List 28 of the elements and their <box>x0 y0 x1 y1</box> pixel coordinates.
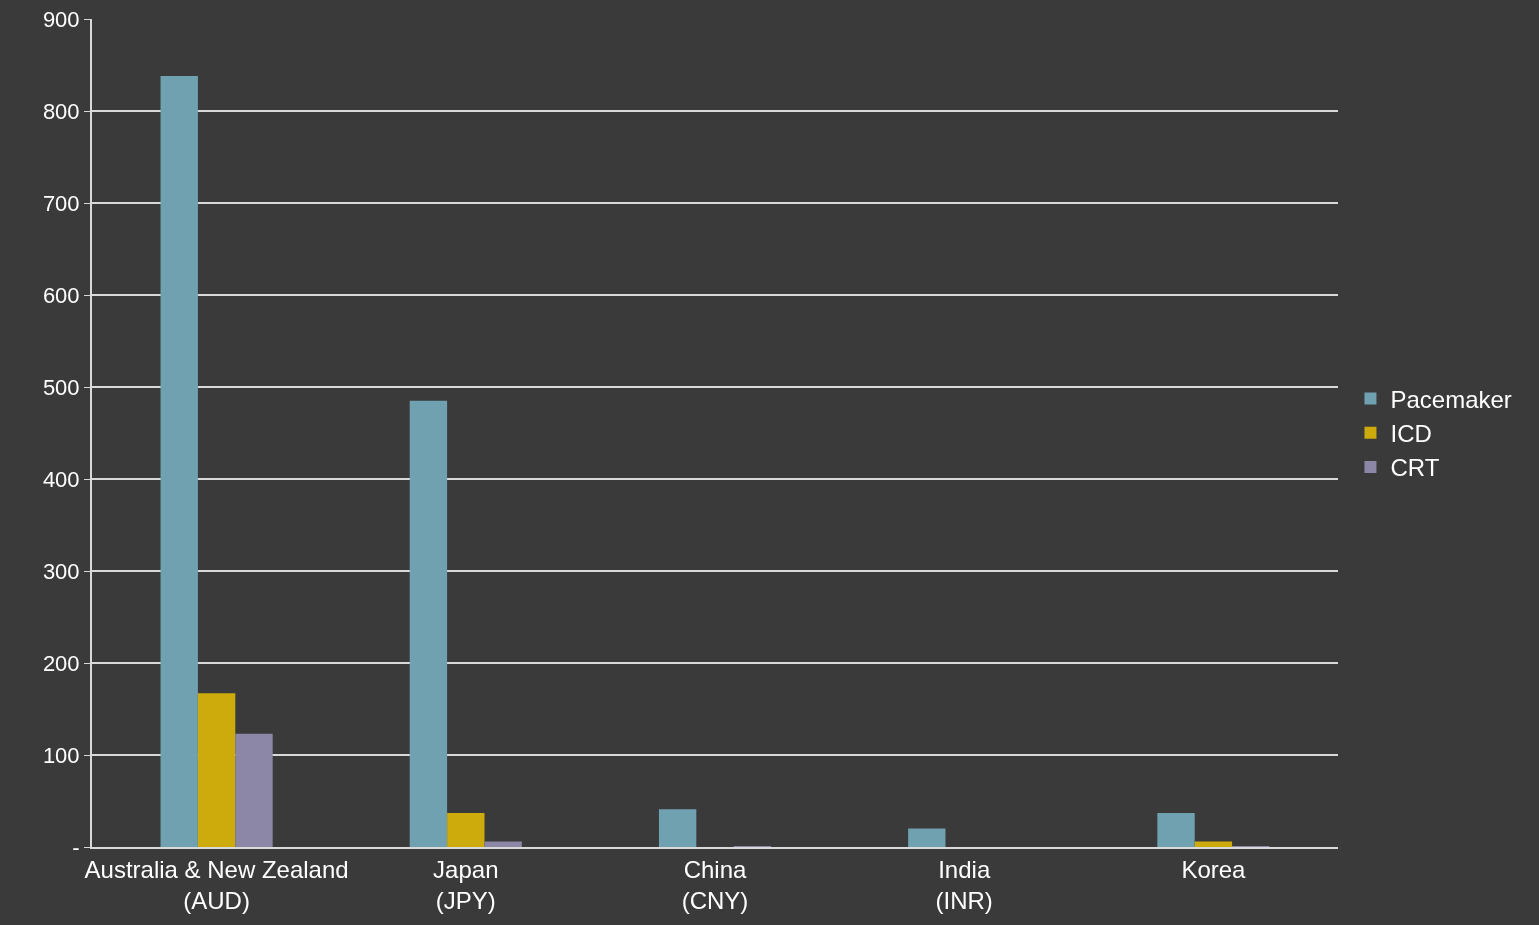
bar <box>1194 841 1233 847</box>
bar <box>658 809 697 847</box>
y-tick-label: 800 <box>42 98 80 124</box>
bar <box>197 693 236 847</box>
y-tick-label: 100 <box>42 742 80 768</box>
legend-label: ICD <box>1390 420 1432 448</box>
x-tick-label: China (CNY) <box>681 855 749 914</box>
x-tick-label: Korea <box>1181 855 1247 883</box>
y-tick-label: 400 <box>42 466 80 492</box>
x-tick-label: Australia & New Zealand (AUD) <box>84 855 349 914</box>
legend-label: CRT <box>1390 454 1440 482</box>
y-tick-label: 500 <box>42 374 80 400</box>
legend-label: Pacemaker <box>1390 385 1512 413</box>
bar <box>447 812 485 847</box>
bar <box>1157 812 1195 847</box>
y-tick-label: 300 <box>42 558 80 584</box>
y-tick-label: 600 <box>42 282 80 308</box>
y-tick-label: 700 <box>42 190 80 216</box>
bar <box>484 841 522 847</box>
x-tick-label: India (INR) <box>935 855 993 914</box>
x-tick-label: Japan (JPY) <box>433 855 499 914</box>
bar <box>908 828 946 847</box>
bar <box>409 400 448 847</box>
bar <box>235 733 273 847</box>
bar <box>160 76 198 847</box>
y-tick-label: 200 <box>42 650 80 676</box>
y-tick-label: - <box>72 834 80 860</box>
y-tick-label: 900 <box>42 6 80 32</box>
